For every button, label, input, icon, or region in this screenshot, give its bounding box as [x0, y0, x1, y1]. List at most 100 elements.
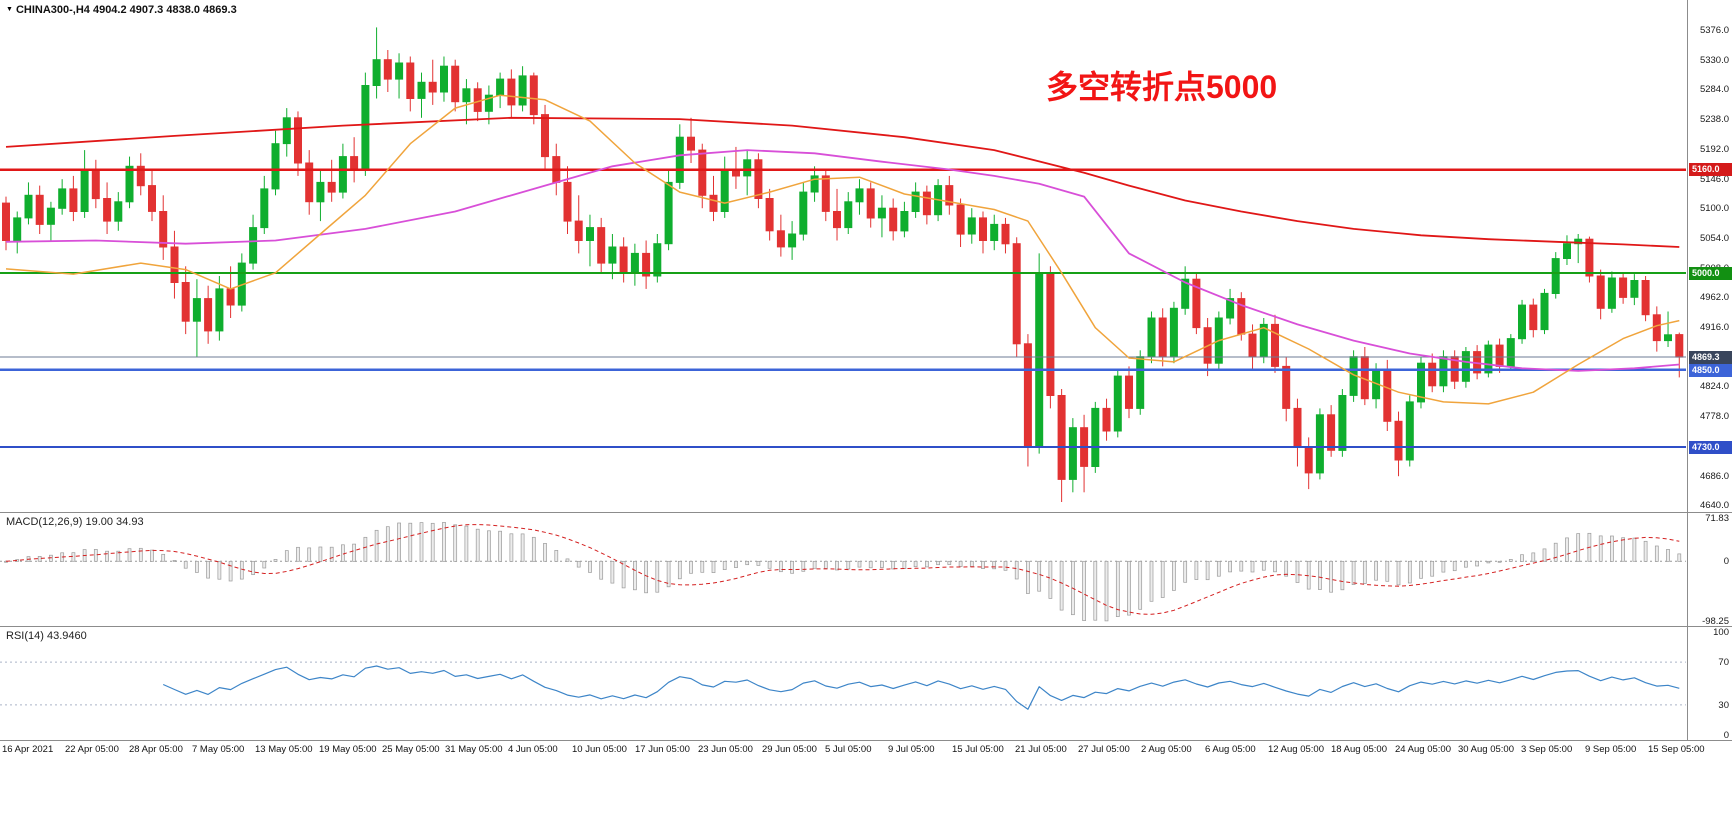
candle-body-up	[1506, 338, 1515, 367]
candle-body-up	[24, 194, 33, 219]
candle-body-up	[1607, 277, 1616, 309]
candle-body-up	[1315, 414, 1324, 474]
rsi-line	[162, 665, 1680, 710]
candle-body-up	[1147, 317, 1156, 358]
candle-body-up	[484, 94, 493, 112]
macd-histogram-bar	[1654, 545, 1659, 562]
candle-body-down	[2, 202, 10, 242]
macd-histogram-bar	[1059, 560, 1064, 611]
macd-histogram-bar	[835, 560, 839, 571]
macd-scale-label: 0	[1723, 556, 1729, 567]
macd-canvas[interactable]	[0, 513, 1686, 626]
macd-histogram-bar	[1643, 540, 1648, 562]
candle-body-up	[799, 191, 808, 235]
rsi-scale-label: 30	[1718, 700, 1729, 711]
macd-histogram-bar	[610, 560, 615, 584]
price-scale[interactable]: 5376.0 5330.0 5284.0 5238.0 5192.0 5146.0 5100…	[1687, 0, 1732, 512]
candle-body-up	[338, 156, 347, 193]
macd-histogram-bar	[779, 560, 783, 573]
price-chart-panel[interactable]: ▼ CHINA300-,H4 4904.2 4907.3 4838.0 4869.…	[0, 0, 1732, 512]
macd-histogram-bar	[700, 560, 705, 573]
candle-body-down	[754, 159, 763, 200]
candle-body-down	[204, 298, 213, 332]
time-tick-label: 10 Jun 05:00	[572, 744, 627, 755]
candle-body-up	[900, 211, 909, 232]
candle-body-down	[1327, 414, 1336, 451]
candle-body-down	[1293, 407, 1302, 448]
candle-body-down	[327, 181, 336, 193]
candle-body-up	[316, 181, 325, 203]
macd-panel[interactable]: MACD(12,26,9) 19.00 34.93 71.83 0 -98.25	[0, 512, 1732, 627]
macd-histogram-bar	[329, 546, 334, 562]
candle-body-down	[350, 156, 359, 171]
candle-body-up	[1417, 362, 1425, 403]
candle-body-down	[226, 288, 235, 306]
candle-body-up	[518, 75, 527, 106]
candle-body-up	[1035, 272, 1044, 448]
candle-body-down	[1652, 314, 1661, 342]
macd-histogram-bar	[363, 536, 368, 562]
time-tick-label: 24 Aug 05:00	[1395, 744, 1451, 755]
macd-histogram-bar	[1542, 548, 1547, 562]
macd-histogram-bar	[183, 560, 188, 569]
candle-body-down	[35, 194, 44, 225]
macd-histogram-bar	[93, 549, 98, 562]
candle-body-up	[215, 288, 224, 332]
time-tick-label: 9 Sep 05:00	[1585, 744, 1637, 755]
macd-histogram-bar	[846, 560, 851, 570]
rsi-scale-label: 0	[1723, 730, 1729, 741]
macd-histogram-bar	[711, 560, 716, 573]
macd-histogram-bar	[71, 552, 76, 562]
price-tick-label: 5238.0	[1699, 114, 1729, 125]
macd-histogram-bar	[644, 560, 648, 594]
price-tag-4730.0: 4730.0	[1689, 441, 1732, 454]
macd-histogram-bar	[1284, 560, 1289, 577]
candle-body-up	[372, 59, 381, 86]
rsi-panel[interactable]: RSI(14) 43.9460 100 70 30 0	[0, 626, 1732, 741]
price-chart-canvas[interactable]	[0, 0, 1686, 512]
macd-histogram-bar	[1250, 560, 1255, 573]
bottom-margin	[0, 758, 1732, 838]
macd-histogram-bar	[1396, 560, 1401, 586]
rsi-canvas[interactable]	[0, 627, 1686, 740]
macd-scale[interactable]: 71.83 0 -98.25	[1687, 513, 1732, 627]
rsi-scale-label: 70	[1718, 657, 1729, 668]
candle-body-down	[1282, 365, 1291, 409]
macd-scale-label: 71.83	[1705, 513, 1729, 524]
rsi-scale[interactable]: 100 70 30 0	[1687, 627, 1732, 741]
candle-body-up	[1551, 258, 1560, 295]
macd-histogram-bar	[1531, 552, 1536, 562]
collapse-triangle-icon: ▼	[6, 6, 13, 13]
macd-histogram-bar	[1216, 560, 1221, 577]
time-tick-label: 13 May 05:00	[255, 744, 313, 755]
candle-body-up	[496, 78, 505, 96]
macd-histogram-bar	[1003, 560, 1008, 571]
candle-body-up	[990, 223, 999, 241]
macd-histogram-bar	[767, 560, 772, 569]
macd-histogram-bar	[936, 560, 940, 566]
time-tick-label: 18 Aug 05:00	[1331, 744, 1387, 755]
candle-body-down	[507, 78, 516, 106]
macd-histogram-bar	[385, 526, 390, 562]
macd-histogram-bar	[442, 522, 446, 562]
macd-histogram-bar	[734, 560, 738, 568]
candle-body-up	[192, 298, 201, 322]
candle-body-up	[114, 201, 123, 222]
candle-body-down	[956, 204, 965, 235]
macd-histogram-bar	[296, 546, 300, 562]
macd-histogram-bar	[1351, 560, 1356, 585]
candle-body-down	[294, 117, 302, 164]
candle-body-down	[574, 220, 583, 242]
ma-line-slow-red	[5, 116, 1680, 248]
macd-histogram-bar	[1452, 560, 1457, 572]
macd-histogram-bar	[554, 550, 559, 562]
macd-histogram-bar	[105, 550, 109, 562]
candle-body-up	[1226, 298, 1235, 319]
macd-histogram-bar	[419, 522, 424, 562]
macd-histogram-bar	[1430, 560, 1435, 577]
time-tick-label: 15 Jul 05:00	[952, 744, 1004, 755]
candle-body-up	[417, 81, 426, 99]
macd-histogram-bar	[509, 533, 514, 562]
time-axis[interactable]: 16 Apr 2021 22 Apr 05:00 28 Apr 05:00 7 May…	[0, 740, 1732, 758]
